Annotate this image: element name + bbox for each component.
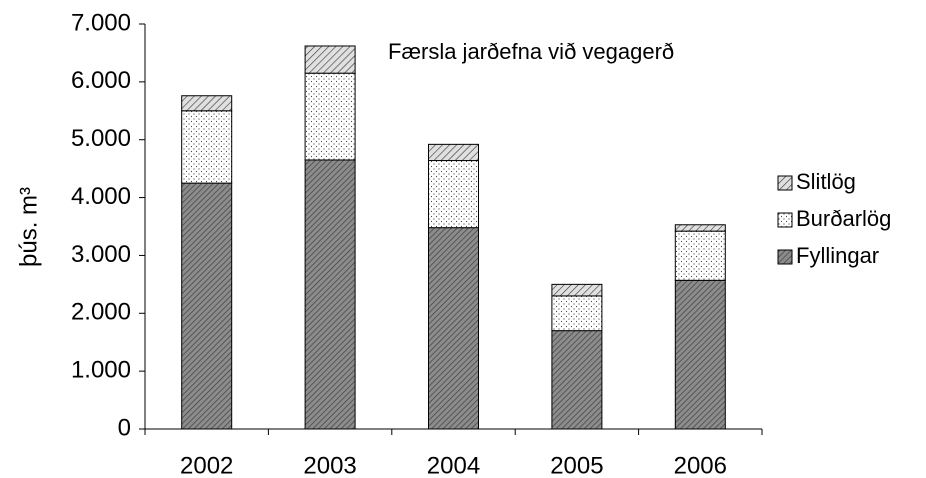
bar-segment bbox=[304, 45, 356, 74]
bar-segment bbox=[304, 72, 356, 161]
chart-title: Færsla jarðefna við vegagerð bbox=[388, 39, 674, 64]
bar-segment bbox=[551, 295, 603, 332]
bar-segment bbox=[428, 143, 479, 162]
bar-segment bbox=[428, 160, 479, 229]
bar-segment bbox=[428, 227, 479, 430]
legend-label: Fyllingar bbox=[796, 243, 879, 268]
legend-swatch bbox=[777, 175, 793, 191]
legend-label: Slitlög bbox=[796, 169, 856, 194]
y-tick-label: 0 bbox=[118, 414, 131, 441]
bar-segment bbox=[181, 110, 233, 184]
x-tick-label: 2006 bbox=[674, 452, 727, 478]
x-tick-label: 2002 bbox=[180, 452, 233, 478]
bar-segment bbox=[181, 182, 233, 430]
y-axis-label: þús. m³ bbox=[15, 187, 42, 267]
y-tick-label: 7.000 bbox=[71, 9, 131, 36]
y-tick-label: 3.000 bbox=[71, 241, 131, 268]
bar-segment bbox=[674, 279, 726, 430]
bar-segment bbox=[181, 95, 233, 112]
legend-label: Burðarlög bbox=[796, 206, 891, 231]
y-tick-label: 1.000 bbox=[71, 356, 131, 383]
x-tick-label: 2005 bbox=[550, 452, 603, 478]
y-tick-label: 6.000 bbox=[71, 67, 131, 94]
bar-segment bbox=[304, 159, 356, 430]
y-tick-label: 4.000 bbox=[71, 183, 131, 210]
bar-segment bbox=[674, 224, 726, 232]
x-tick-label: 2004 bbox=[427, 452, 480, 478]
y-tick-label: 2.000 bbox=[71, 299, 131, 326]
bar-segment bbox=[551, 330, 603, 430]
legend-swatch bbox=[777, 249, 793, 265]
y-tick-label: 5.000 bbox=[71, 125, 131, 152]
bar-segment bbox=[551, 283, 603, 297]
bar-segment bbox=[674, 230, 726, 281]
x-tick-label: 2003 bbox=[303, 452, 356, 478]
legend-swatch bbox=[777, 212, 793, 228]
